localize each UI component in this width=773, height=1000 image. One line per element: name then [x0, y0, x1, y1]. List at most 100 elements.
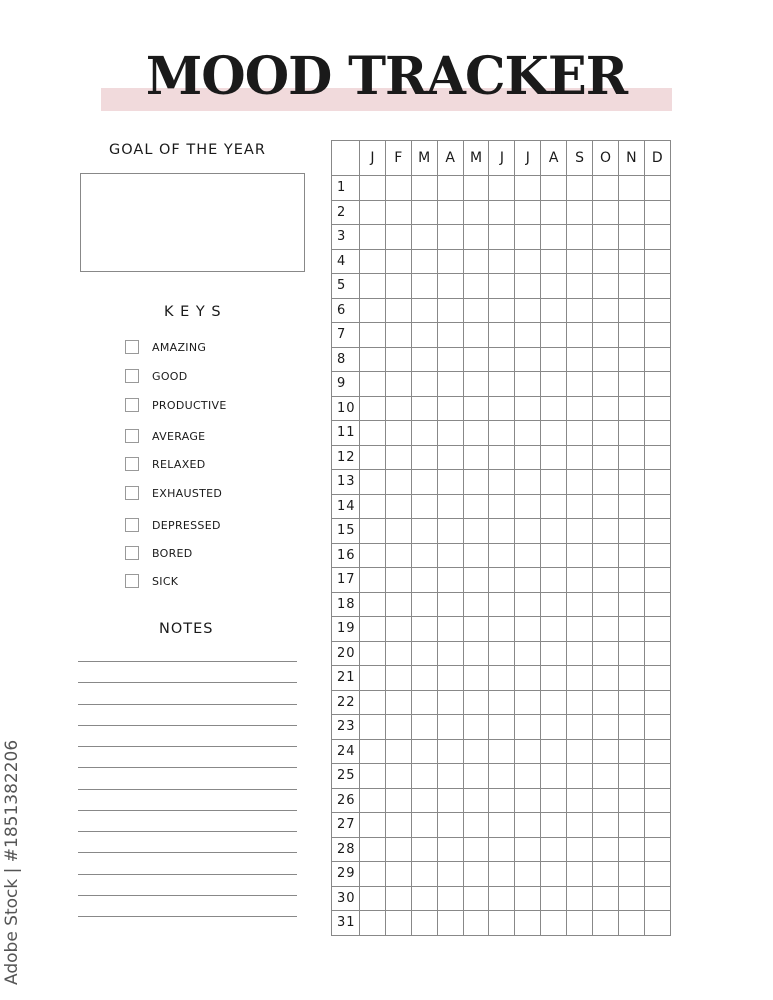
mood-cell[interactable]: [566, 640, 594, 666]
mood-cell[interactable]: [514, 322, 542, 348]
mood-cell[interactable]: [540, 665, 568, 691]
mood-cell[interactable]: [592, 346, 619, 372]
mood-cell[interactable]: [436, 640, 464, 666]
mood-cell[interactable]: [488, 175, 516, 201]
mood-cell[interactable]: [566, 297, 594, 323]
mood-cell[interactable]: [462, 395, 490, 421]
mood-cell[interactable]: [540, 567, 568, 593]
mood-cell[interactable]: [540, 542, 568, 568]
mood-cell[interactable]: [359, 273, 386, 299]
mood-cell[interactable]: [462, 493, 490, 519]
mood-cell[interactable]: [566, 616, 594, 642]
mood-cell[interactable]: [488, 224, 516, 250]
mood-cell[interactable]: [384, 469, 412, 495]
mood-cell[interactable]: [410, 689, 438, 715]
mood-cell[interactable]: [384, 616, 412, 642]
mood-cell[interactable]: [384, 714, 412, 740]
mood-cell[interactable]: [592, 371, 619, 397]
mood-cell[interactable]: [643, 493, 671, 519]
mood-cell[interactable]: [410, 763, 438, 789]
mood-cell[interactable]: [643, 248, 671, 274]
mood-cell[interactable]: [592, 395, 619, 421]
mood-cell[interactable]: [359, 518, 386, 544]
mood-cell[interactable]: [462, 420, 490, 446]
mood-cell[interactable]: [540, 714, 568, 740]
mood-cell[interactable]: [436, 812, 464, 838]
mood-cell[interactable]: [566, 248, 594, 274]
mood-cell[interactable]: [488, 542, 516, 568]
mood-cell[interactable]: [488, 395, 516, 421]
mood-cell[interactable]: [617, 714, 645, 740]
mood-cell[interactable]: [359, 738, 386, 764]
mood-cell[interactable]: [566, 322, 594, 348]
mood-cell[interactable]: [643, 836, 671, 862]
mood-cell[interactable]: [514, 567, 542, 593]
mood-cell[interactable]: [592, 322, 619, 348]
mood-cell[interactable]: [617, 420, 645, 446]
mood-cell[interactable]: [617, 591, 645, 617]
mood-cell[interactable]: [488, 812, 516, 838]
mood-cell[interactable]: [617, 493, 645, 519]
mood-cell[interactable]: [462, 812, 490, 838]
mood-cell[interactable]: [643, 297, 671, 323]
mood-cell[interactable]: [436, 885, 464, 911]
mood-cell[interactable]: [514, 836, 542, 862]
mood-cell[interactable]: [410, 224, 438, 250]
mood-cell[interactable]: [410, 273, 438, 299]
mood-cell[interactable]: [617, 469, 645, 495]
mood-cell[interactable]: [462, 273, 490, 299]
mood-cell[interactable]: [540, 273, 568, 299]
mood-cell[interactable]: [566, 836, 594, 862]
mood-cell[interactable]: [566, 175, 594, 201]
mood-cell[interactable]: [359, 836, 386, 862]
mood-cell[interactable]: [592, 175, 619, 201]
mood-cell[interactable]: [359, 346, 386, 372]
mood-cell[interactable]: [359, 224, 386, 250]
mood-cell[interactable]: [540, 493, 568, 519]
mood-cell[interactable]: [410, 371, 438, 397]
mood-cell[interactable]: [514, 616, 542, 642]
mood-cell[interactable]: [617, 812, 645, 838]
mood-cell[interactable]: [514, 640, 542, 666]
mood-cell[interactable]: [566, 224, 594, 250]
mood-cell[interactable]: [566, 371, 594, 397]
mood-cell[interactable]: [359, 910, 386, 936]
mood-cell[interactable]: [540, 371, 568, 397]
mood-cell[interactable]: [514, 469, 542, 495]
mood-cell[interactable]: [462, 689, 490, 715]
mood-cell[interactable]: [359, 420, 386, 446]
mood-cell[interactable]: [540, 444, 568, 470]
mood-cell[interactable]: [643, 469, 671, 495]
mood-cell[interactable]: [617, 616, 645, 642]
mood-cell[interactable]: [617, 640, 645, 666]
mood-cell[interactable]: [436, 861, 464, 887]
mood-cell[interactable]: [617, 738, 645, 764]
mood-cell[interactable]: [514, 689, 542, 715]
mood-cell[interactable]: [436, 910, 464, 936]
mood-cell[interactable]: [540, 224, 568, 250]
mood-cell[interactable]: [359, 812, 386, 838]
mood-cell[interactable]: [410, 665, 438, 691]
mood-cell[interactable]: [436, 346, 464, 372]
mood-cell[interactable]: [592, 248, 619, 274]
mood-cell[interactable]: [540, 346, 568, 372]
mood-cell[interactable]: [359, 542, 386, 568]
mood-cell[interactable]: [592, 493, 619, 519]
mood-cell[interactable]: [384, 175, 412, 201]
mood-cell[interactable]: [384, 640, 412, 666]
mood-cell[interactable]: [384, 763, 412, 789]
mood-cell[interactable]: [359, 714, 386, 740]
mood-cell[interactable]: [514, 175, 542, 201]
mood-cell[interactable]: [359, 444, 386, 470]
mood-cell[interactable]: [359, 248, 386, 274]
mood-cell[interactable]: [436, 689, 464, 715]
key-checkbox[interactable]: [125, 574, 139, 588]
mood-cell[interactable]: [592, 787, 619, 813]
mood-cell[interactable]: [566, 910, 594, 936]
mood-cell[interactable]: [540, 175, 568, 201]
mood-cell[interactable]: [462, 444, 490, 470]
mood-cell[interactable]: [592, 665, 619, 691]
mood-cell[interactable]: [488, 738, 516, 764]
mood-cell[interactable]: [592, 591, 619, 617]
mood-cell[interactable]: [436, 395, 464, 421]
